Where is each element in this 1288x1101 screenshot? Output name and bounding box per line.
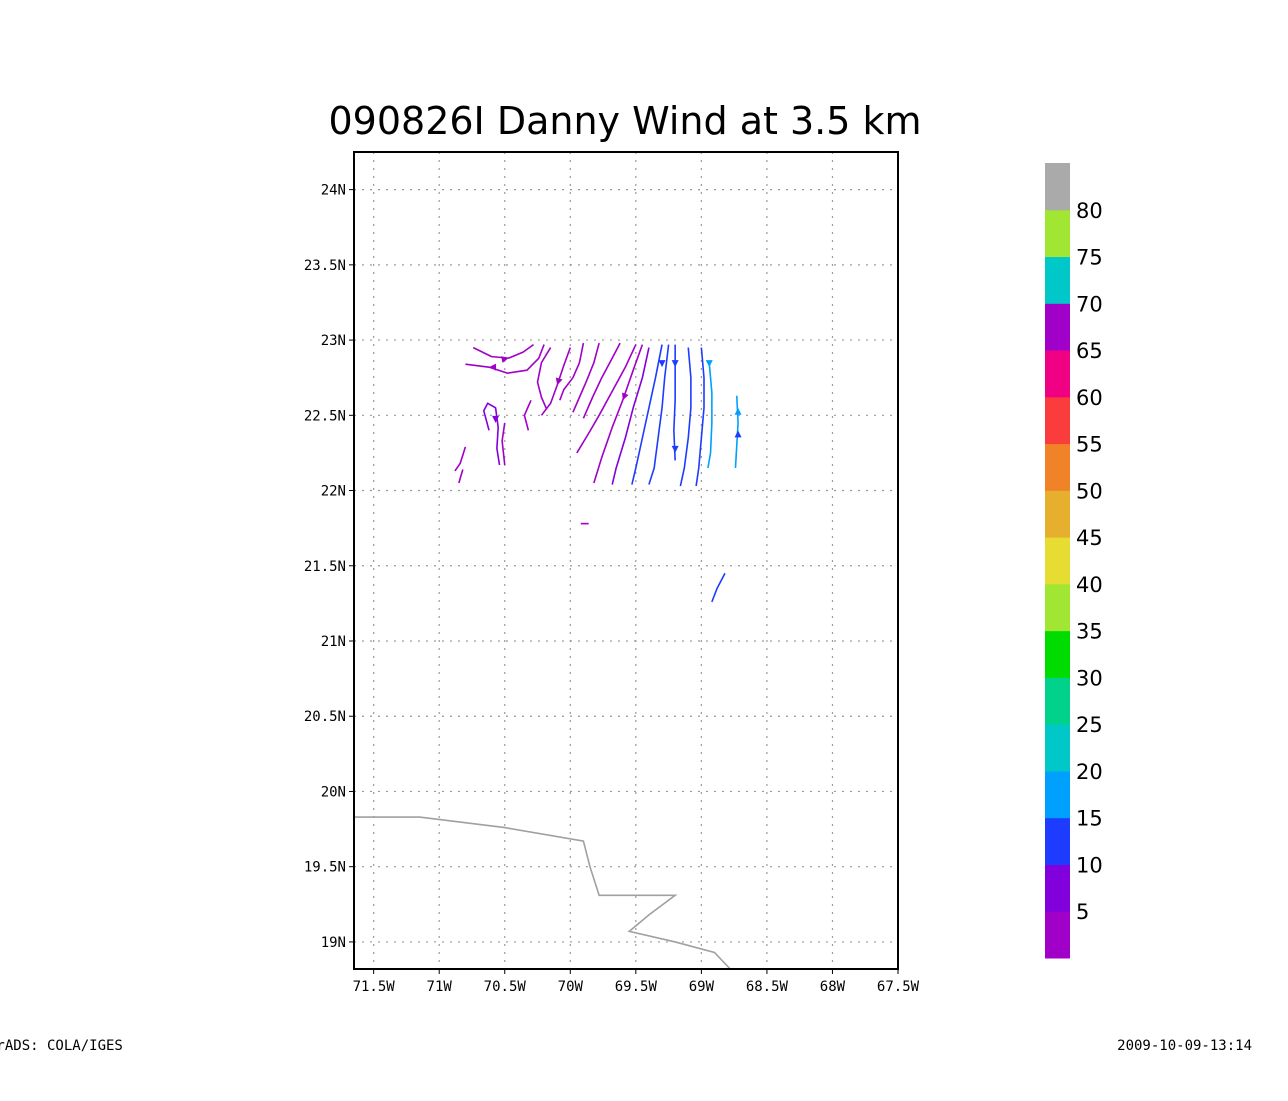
x-tick-label: 69.5W (615, 979, 658, 995)
colorbar-segment (1045, 770, 1070, 819)
colorbar-label: 50 (1076, 479, 1103, 503)
streamline (523, 399, 532, 431)
colorbar-segment (1045, 677, 1070, 725)
colorbar-label: 10 (1076, 853, 1103, 877)
x-tick-label: 68.5W (746, 979, 789, 995)
x-axis: 71.5W 71W 70.5W 70W 69.5W 69W 68.5W 68W 67.5W (353, 969, 920, 995)
y-tick-label: 23.5N (304, 258, 346, 274)
streamline (540, 347, 572, 416)
x-tick-label: 68W (820, 979, 846, 995)
colorbar-segment (1045, 303, 1070, 351)
colorbar-segment (1045, 537, 1070, 585)
y-tick-label: 20.5N (304, 709, 346, 725)
colorbar-segment (1045, 724, 1070, 772)
colorbar-label: 55 (1076, 433, 1103, 457)
streamline (679, 347, 692, 487)
colorbar-segment (1045, 209, 1070, 258)
colorbar-segment (1045, 350, 1070, 398)
grid (354, 152, 899, 969)
coastline-path (354, 816, 731, 970)
streamline (536, 347, 552, 410)
colorbar: 5 10 15 20 25 30 35 40 45 50 55 60 65 70 75 80 (1045, 163, 1103, 959)
footer-left: GrADS: COLA/IGES (0, 1038, 123, 1054)
colorbar-segment (1045, 911, 1070, 959)
streamline (695, 347, 705, 487)
colorbar-segment (1045, 630, 1070, 678)
colorbar-segment (1045, 490, 1070, 538)
streamline (611, 347, 650, 485)
y-tick-label: 19N (321, 935, 346, 951)
coastline (354, 816, 731, 970)
streamline (707, 362, 713, 469)
colorbar-label: 65 (1076, 339, 1103, 363)
y-tick-label: 21N (321, 634, 346, 650)
streamline (582, 342, 621, 419)
x-tick-label: 70W (558, 979, 584, 995)
y-tick-label: 20N (321, 784, 346, 800)
y-tick-label: 19.5N (304, 860, 346, 876)
streamline-arrowhead (658, 360, 666, 368)
streamline-arrowhead (705, 360, 713, 368)
streamline-arrowhead (622, 392, 629, 401)
streamline-arrowhead (671, 360, 679, 368)
colorbar-label: 40 (1076, 573, 1103, 597)
colorbar-label: 80 (1076, 199, 1103, 223)
plot-frame (353, 151, 899, 970)
x-tick-label: 67.5W (877, 979, 920, 995)
x-tick-label: 71W (427, 979, 453, 995)
x-tick-label: 69W (689, 979, 715, 995)
colorbar-segment (1045, 443, 1070, 491)
streamline (631, 344, 663, 485)
colorbar-label: 75 (1076, 246, 1103, 270)
streamline (465, 344, 545, 374)
colorbar-label: 5 (1076, 900, 1089, 924)
y-tick-label: 24N (321, 183, 346, 199)
colorbar-segment (1045, 864, 1070, 912)
streamline-arrowhead (489, 363, 497, 371)
y-tick-label: 23N (321, 333, 346, 349)
streamline-arrowhead (492, 415, 500, 423)
colorbar-segment (1045, 817, 1070, 865)
colorbar-label: 70 (1076, 292, 1103, 316)
streamline (593, 344, 644, 484)
colorbar-label: 45 (1076, 526, 1103, 550)
streamline (454, 446, 467, 472)
y-axis: 24N 23.5N 23N 22.5N 22N 21.5N 21N 20.5N 20N 19.5N… (304, 183, 354, 951)
colorbar-segment (1045, 583, 1070, 632)
x-tick-label: 70.5W (484, 979, 527, 995)
streamline-arrowhead (734, 407, 742, 415)
streamline (458, 469, 464, 484)
streamline (711, 572, 726, 603)
colorbar-segment (1045, 163, 1070, 211)
colorbar-label: 30 (1076, 666, 1103, 690)
streamlines (454, 342, 742, 603)
streamline (576, 344, 637, 454)
y-tick-label: 22.5N (304, 408, 346, 424)
y-tick-label: 22N (321, 484, 346, 500)
streamline (572, 342, 600, 413)
colorbar-label: 20 (1076, 760, 1103, 784)
streamline-arrowhead (734, 430, 742, 438)
streamline-arrowhead (671, 445, 679, 453)
streamline-arrowhead (501, 356, 509, 363)
colorbar-segment (1045, 396, 1070, 445)
streamline-arrowhead (555, 377, 563, 386)
streamline (559, 342, 585, 401)
streamline (648, 344, 670, 485)
colorbar-segment (1045, 256, 1070, 304)
streamline (482, 402, 501, 466)
x-tick-label: 71.5W (353, 979, 396, 995)
footer-right: 2009-10-09-13:14 (1117, 1038, 1252, 1054)
colorbar-label: 15 (1076, 807, 1103, 831)
colorbar-label: 25 (1076, 713, 1103, 737)
y-tick-label: 21.5N (304, 559, 346, 575)
chart-title: 090826I Danny Wind at 3.5 km (328, 99, 921, 143)
streamline (472, 343, 535, 359)
colorbar-label: 60 (1076, 386, 1103, 410)
colorbar-label: 35 (1076, 620, 1103, 644)
streamline (501, 422, 506, 466)
